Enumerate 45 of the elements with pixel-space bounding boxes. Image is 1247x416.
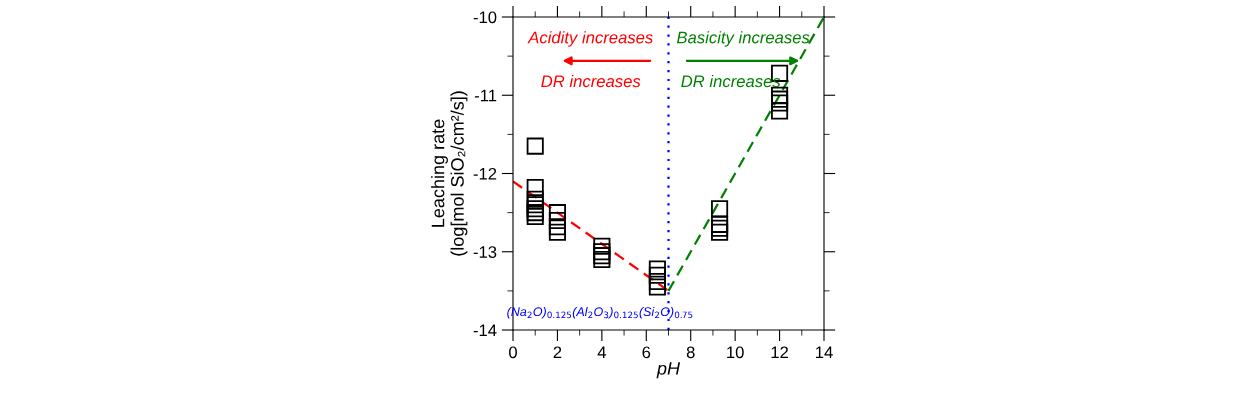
x-tick-label: 10	[727, 346, 744, 359]
x-tick-label: 2	[553, 346, 562, 359]
x-axis-title: pH	[656, 362, 681, 379]
annotation: Basicity increases	[676, 31, 810, 47]
point	[711, 215, 729, 233]
point	[648, 278, 666, 296]
point	[526, 179, 544, 197]
point	[648, 272, 666, 291]
point	[548, 218, 566, 236]
annotation: DR increases	[541, 74, 641, 88]
point	[711, 200, 729, 218]
point	[771, 102, 789, 120]
x-tick-label: 14	[816, 346, 833, 359]
point	[526, 204, 544, 222]
point	[648, 260, 666, 278]
point	[548, 211, 566, 229]
point	[526, 207, 544, 226]
point	[711, 223, 729, 241]
y-tick-label: -10	[473, 11, 497, 24]
y-tick-label: -13	[473, 246, 497, 258]
point	[593, 251, 611, 269]
x-tick-label: 4	[597, 346, 606, 359]
point	[526, 196, 544, 214]
point	[593, 243, 611, 261]
y-axis-title: Leaching rate (log[mol SiO₂/cm²/s])	[431, 91, 468, 256]
point	[593, 247, 611, 265]
x-tick-label: 6	[642, 346, 651, 359]
x-tick-label: 12	[771, 346, 788, 359]
point	[526, 200, 544, 218]
x-tick-label: 8	[686, 346, 695, 359]
point	[771, 90, 789, 108]
point	[548, 223, 566, 241]
point	[711, 219, 729, 237]
y-tick-label: -12	[473, 167, 497, 180]
point	[526, 137, 544, 155]
point	[593, 237, 611, 255]
point	[648, 266, 666, 284]
annotation: Acidity increases	[527, 31, 653, 47]
x-tick-label: 0	[509, 346, 517, 359]
y-tick-label: -11	[474, 89, 497, 102]
point	[526, 190, 544, 208]
y-tick-label: -14	[473, 324, 497, 337]
point	[548, 204, 566, 222]
annotation: DR increases	[681, 74, 781, 88]
point	[771, 94, 789, 112]
